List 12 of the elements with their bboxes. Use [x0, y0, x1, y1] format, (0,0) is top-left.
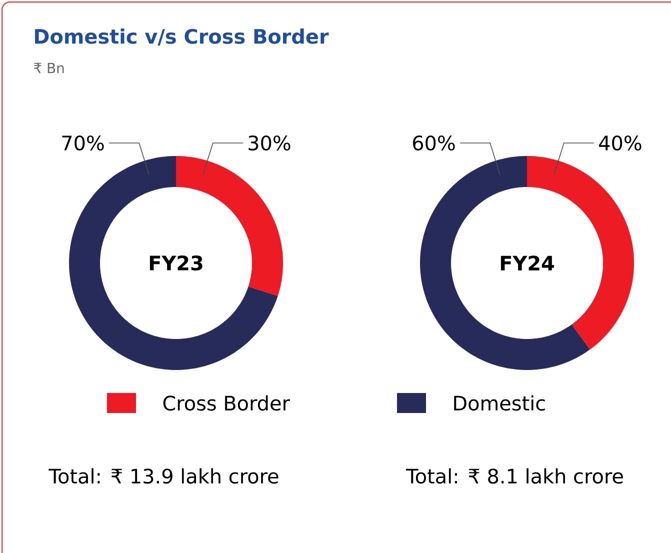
data-label: 30%	[248, 135, 290, 151]
data-label: 40%	[599, 135, 642, 151]
slice-label: FY23	[150, 255, 202, 271]
legend-label: Domestic	[454, 395, 545, 411]
legend-label: Cross Border	[163, 395, 290, 411]
chart-title: Domestic v/s Cross Border	[35, 28, 329, 46]
text: Total: ₹ 8.1 lakh crore	[406, 468, 623, 484]
data-label: 60%	[413, 135, 455, 151]
text: Total: ₹ 13.9 lakh crore	[48, 468, 278, 484]
data-label: 70%	[62, 135, 104, 151]
chart-subtitle: ₹ Bn	[34, 62, 64, 74]
slice-label: FY24	[500, 256, 554, 270]
